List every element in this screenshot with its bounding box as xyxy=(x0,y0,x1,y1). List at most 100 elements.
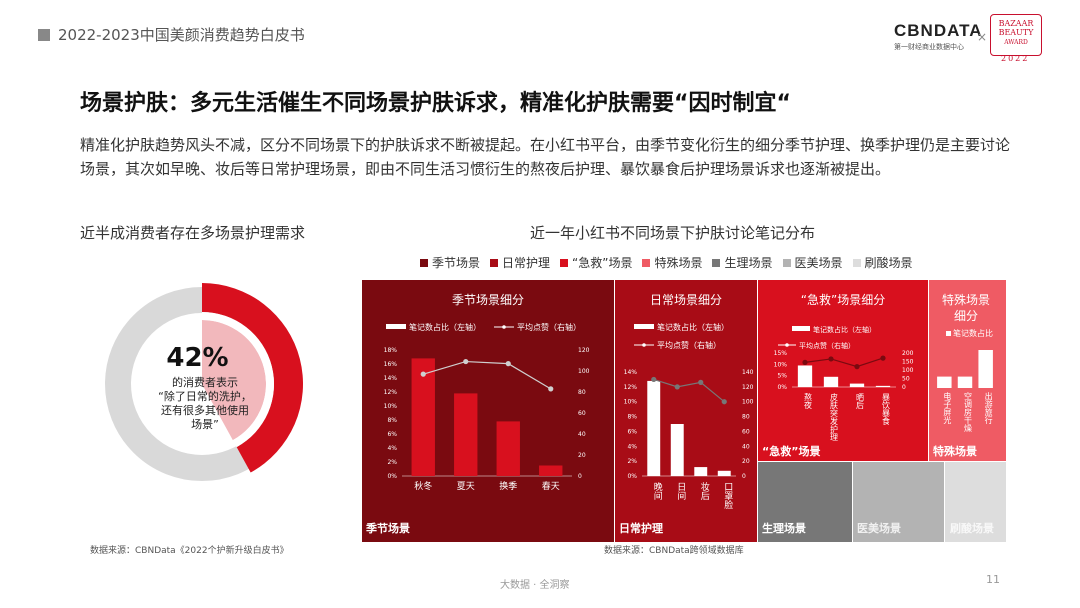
x-tick-label: 皮肤突发护理 xyxy=(830,392,839,441)
y2-tick-label: 0 xyxy=(742,473,746,480)
y2-tick-label: 120 xyxy=(578,347,590,354)
x-tick-label: 春天 xyxy=(542,480,560,492)
y-tick-label: 8% xyxy=(387,417,397,424)
x-tick-label: 日间 xyxy=(675,482,686,501)
legend-swatch xyxy=(560,258,569,267)
legend-item: 生理场景 xyxy=(712,254,773,271)
bar xyxy=(823,376,839,387)
donut-description: 的消费者表示 “除了日常的洗护， 还有很多其他使用 场景” xyxy=(150,376,260,432)
y-tick-label: 2% xyxy=(627,458,637,465)
chart-title: 特殊场景 xyxy=(942,292,990,307)
bar xyxy=(978,350,993,388)
x-tick-label: 换季 xyxy=(499,480,517,492)
donut-chart xyxy=(105,283,303,481)
y2-tick-label: 140 xyxy=(742,369,754,376)
series-line xyxy=(804,357,884,368)
x-tick-label: 晚间 xyxy=(652,482,663,501)
line-point xyxy=(505,361,511,367)
y-tick-label: 6% xyxy=(627,428,637,435)
y-tick-label: 4% xyxy=(387,445,397,452)
y2-tick-label: 40 xyxy=(742,443,750,450)
y2-tick-label: 150 xyxy=(902,359,914,366)
treemap-block xyxy=(929,280,1006,461)
legend-label: 日常护理 xyxy=(502,256,551,270)
treemap-block xyxy=(362,280,614,542)
legend-bar-swatch xyxy=(792,326,810,331)
legend-line-label: 平均点赞（右轴） xyxy=(517,322,581,332)
chart-title: 日常场景细分 xyxy=(650,293,722,307)
series-line xyxy=(653,378,725,403)
bar xyxy=(957,376,973,388)
line-point xyxy=(828,356,834,362)
bar xyxy=(849,383,865,387)
legend-item: 季节场景 xyxy=(420,254,480,271)
bar xyxy=(454,393,478,476)
header-square-icon xyxy=(38,29,50,41)
y2-tick-label: 100 xyxy=(902,367,914,374)
y-tick-label: 18% xyxy=(384,347,398,354)
y2-tick-label: 200 xyxy=(902,350,914,357)
y2-tick-label: 80 xyxy=(578,389,586,396)
bar xyxy=(694,467,708,476)
donut-percent: 42% xyxy=(166,343,229,373)
y-tick-label: 10% xyxy=(774,361,788,368)
y-tick-label: 15% xyxy=(774,350,788,357)
chart-title-2: 细分 xyxy=(954,309,978,323)
page-title: 场景护肤：多元生活催生不同场景护肤诉求，精准化护肤需要“因时制宜“ xyxy=(80,91,791,116)
y-tick-label: 14% xyxy=(624,369,638,376)
series-line xyxy=(423,360,552,390)
legend-line-label: 平均点赞（右轴） xyxy=(657,340,721,350)
line-point xyxy=(802,359,808,365)
partner-year: 2022 xyxy=(1001,54,1030,63)
y2-tick-label: 20 xyxy=(578,452,586,459)
legend-swatch xyxy=(712,258,721,267)
y-tick-label: 16% xyxy=(384,361,398,368)
cbndata-logo: CBNDATA 第一财经商业数据中心 xyxy=(894,21,983,52)
x-tick-label: 夏天 xyxy=(457,481,475,492)
donut-main-arc xyxy=(202,283,303,473)
x-tick-label: 秋冬 xyxy=(414,480,432,492)
legend-label: 刷酸场景 xyxy=(864,256,913,270)
y2-tick-label: 100 xyxy=(578,368,590,375)
logo-text: CBNDATA xyxy=(894,21,983,40)
chart-title: 季节场景细分 xyxy=(452,293,524,307)
line-point xyxy=(698,379,704,385)
block-label: 刷酸场景 xyxy=(950,521,994,535)
bar xyxy=(797,365,813,387)
chart-legend: 季节场景 日常护理 “急救”场景 特殊场景 生理场景 医美场景 刷酸场景 xyxy=(420,254,913,271)
legend-bar-swatch xyxy=(946,331,951,336)
y2-tick-label: 50 xyxy=(902,376,910,383)
legend-label: 特殊场景 xyxy=(654,256,703,270)
line-point xyxy=(548,386,554,392)
y-tick-label: 4% xyxy=(627,443,637,450)
block-label: 特殊场景 xyxy=(933,444,977,458)
legend-item: 特殊场景 xyxy=(642,254,702,271)
legend-line-dot xyxy=(502,325,506,329)
bar xyxy=(717,470,731,476)
x-tick-label: 空调房干燥 xyxy=(964,391,973,433)
line-point xyxy=(880,355,886,361)
donut-line1: 的消费者表示 xyxy=(172,376,238,389)
y-tick-label: 6% xyxy=(387,431,397,438)
donut-gap xyxy=(202,312,274,448)
y-tick-label: 0% xyxy=(387,473,397,480)
legend-bar-label: 笔记数占比 xyxy=(953,328,993,338)
line-point xyxy=(674,384,680,390)
legend-bar-label: 笔记数占比（左轴） xyxy=(813,325,876,334)
legend-bar-swatch xyxy=(386,324,406,329)
legend-item: 日常护理 xyxy=(490,254,550,271)
x-tick-label: 妆后 xyxy=(699,481,710,501)
treemap-block xyxy=(758,280,928,461)
y-tick-label: 5% xyxy=(777,373,787,380)
y-tick-label: 14% xyxy=(384,375,398,382)
legend-line-dot xyxy=(785,343,789,347)
y2-tick-label: 120 xyxy=(742,384,754,391)
y2-tick-label: 20 xyxy=(742,458,750,465)
legend-label: “急救”场景 xyxy=(572,256,633,270)
block-label: “急救”场景 xyxy=(762,444,820,458)
line-point xyxy=(420,371,426,377)
y-tick-label: 12% xyxy=(624,384,638,391)
intro-paragraph: 精准化护肤趋势风头不减，区分不同场景下的护肤诉求不断被提起。在小红书平台，由季节… xyxy=(80,136,1011,178)
y2-tick-label: 100 xyxy=(742,399,754,406)
